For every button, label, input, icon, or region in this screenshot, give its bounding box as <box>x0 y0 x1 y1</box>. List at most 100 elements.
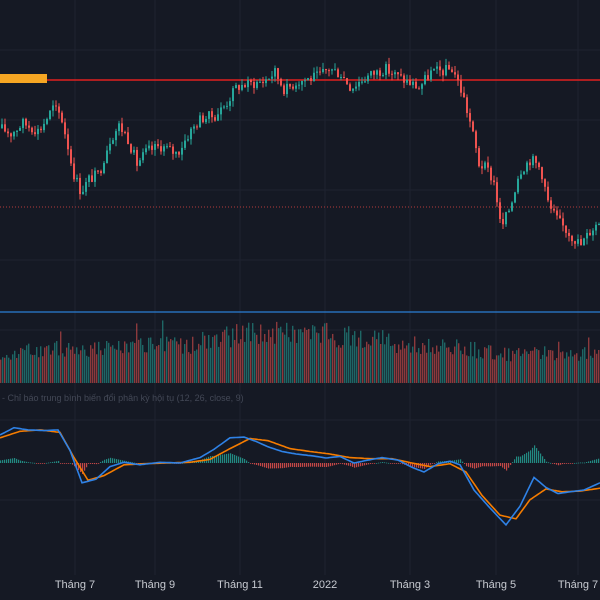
volume-bar <box>524 349 526 383</box>
macd-histogram-bar <box>302 463 304 467</box>
volume-bar <box>206 348 208 383</box>
volume-bar <box>260 324 262 383</box>
candle-body <box>472 121 474 132</box>
volume-bar <box>134 342 136 383</box>
candle-body <box>484 162 486 169</box>
macd-histogram-bar <box>484 463 486 467</box>
macd-histogram-bar <box>552 463 554 464</box>
signal-line <box>0 429 600 520</box>
macd-histogram-bar <box>362 463 364 466</box>
volume-bar <box>420 353 422 383</box>
macd-histogram-bar <box>66 463 68 464</box>
volume-bar <box>138 339 140 383</box>
macd-histogram-bar <box>544 458 546 463</box>
volume-bar <box>446 347 448 383</box>
macd-histogram-bar <box>526 452 528 463</box>
macd-histogram-bar <box>514 459 516 463</box>
volume-bar <box>556 357 558 383</box>
macd-histogram-bar <box>338 463 340 465</box>
volume-bar <box>460 350 462 383</box>
volume-bar <box>344 327 346 383</box>
volume-bar <box>216 334 218 383</box>
volume-bar <box>60 331 62 383</box>
volume-bar <box>458 343 460 383</box>
macd-histogram-bar <box>536 448 538 463</box>
volume-bar <box>578 360 580 383</box>
volume-bar <box>108 342 110 383</box>
volume-bar <box>454 346 456 383</box>
volume-bar <box>424 345 426 383</box>
candle-body <box>565 225 567 233</box>
volume-bar <box>130 342 132 383</box>
candle-body <box>496 182 498 203</box>
macd-histogram-bar <box>84 463 86 471</box>
macd-histogram-bar <box>334 463 336 466</box>
volume-bar <box>84 349 86 383</box>
volume-bar <box>160 338 162 383</box>
candle-body <box>181 147 183 155</box>
candle-body <box>238 85 240 90</box>
candle-body <box>544 179 546 187</box>
volume-bar <box>298 329 300 383</box>
macd-panel <box>0 426 600 527</box>
volume-bar <box>526 351 528 383</box>
macd-histogram-bar <box>410 463 412 467</box>
macd-histogram-bar <box>342 463 344 465</box>
candle-body <box>61 112 63 123</box>
volume-bar <box>240 339 242 383</box>
volume-bar <box>528 353 530 383</box>
macd-histogram-bar <box>558 463 560 466</box>
candle-body <box>526 162 528 172</box>
volume-bar <box>530 350 532 383</box>
candle-body <box>217 114 219 121</box>
volume-bar <box>254 332 256 383</box>
candle-body <box>553 208 555 211</box>
candle-body <box>430 70 432 80</box>
macd-histogram-bar <box>248 462 250 463</box>
volume-bar <box>86 355 88 383</box>
volume-bar <box>166 336 168 383</box>
macd-histogram-bar <box>224 454 226 463</box>
macd-histogram-bar <box>372 463 374 464</box>
volume-bar <box>588 337 590 383</box>
volume-bar <box>296 342 298 383</box>
macd-histogram-bar <box>82 463 84 475</box>
macd-histogram-bar <box>6 459 8 463</box>
macd-histogram-bar <box>398 463 400 464</box>
volume-bar <box>392 345 394 383</box>
macd-histogram-bar <box>432 463 434 464</box>
x-tick-label: 2022 <box>313 579 337 591</box>
candle-body <box>460 80 462 93</box>
volume-bar <box>210 347 212 383</box>
candle-body <box>175 151 177 154</box>
candle-body <box>244 85 246 88</box>
volume-bar <box>46 346 48 383</box>
candle-body <box>574 241 576 244</box>
macd-histogram-bar <box>516 456 518 463</box>
volume-bar <box>204 335 206 383</box>
candle-body <box>517 178 519 193</box>
candle-body <box>94 170 96 182</box>
macd-histogram-bar <box>394 463 396 464</box>
macd-histogram-bar <box>286 463 288 468</box>
macd-histogram-bar <box>596 459 598 463</box>
volume-bar <box>520 356 522 383</box>
volume-bar <box>250 341 252 383</box>
volume-bar <box>118 340 120 383</box>
volume-bar <box>112 345 114 383</box>
macd-histogram-bar <box>246 460 248 463</box>
price-levels <box>0 74 600 313</box>
macd-histogram-bar <box>572 463 574 464</box>
candle-body <box>268 78 270 80</box>
volume-bar <box>462 354 464 383</box>
candle-body <box>457 74 459 81</box>
macd-histogram-bar <box>570 463 572 464</box>
candle-body <box>67 134 69 150</box>
macd-histogram-bar <box>120 459 122 463</box>
volume-bar <box>570 350 572 383</box>
macd-histogram-bar <box>292 463 294 467</box>
macd-histogram-bar <box>54 461 56 463</box>
volume-bar <box>144 352 146 383</box>
macd-histogram-bar <box>182 462 184 464</box>
